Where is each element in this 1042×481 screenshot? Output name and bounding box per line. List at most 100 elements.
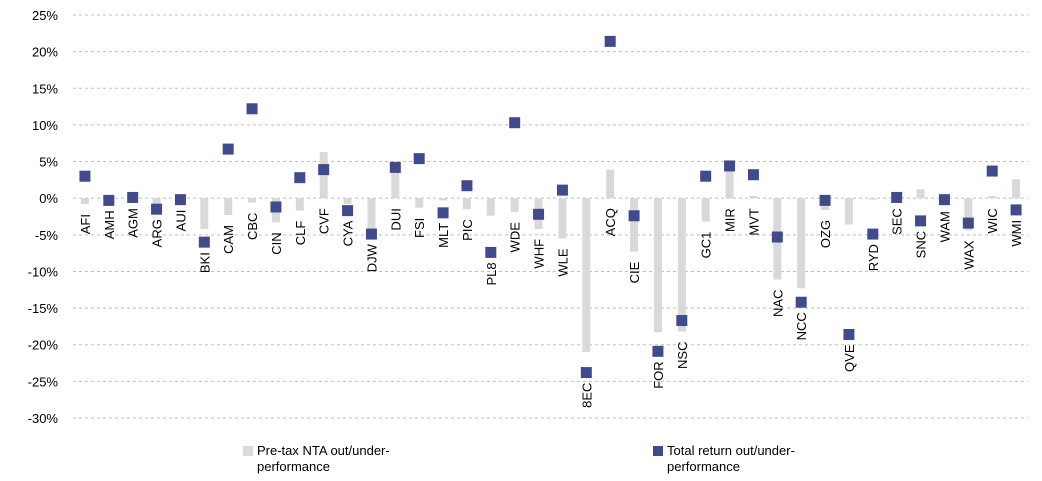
x-tick-label: SEC (890, 208, 905, 235)
x-tick-label: FSI (412, 218, 427, 238)
point (1010, 204, 1022, 216)
y-tick-label: -10% (28, 264, 59, 279)
y-tick-label: 25% (32, 8, 58, 23)
bar (582, 198, 591, 353)
x-tick-label: WMI (1009, 220, 1024, 247)
x-tick-label: CLF (293, 221, 308, 246)
x-tick-label: CYA (341, 220, 356, 246)
bar (653, 198, 662, 333)
x-tick-label: ARG (150, 219, 165, 247)
x-tick-label: PL8 (484, 262, 499, 285)
point (294, 172, 306, 184)
point (795, 296, 807, 308)
x-tick-label: MIR (723, 208, 738, 232)
x-tick-label: PIC (460, 219, 475, 241)
point (174, 194, 186, 206)
y-tick-label: 5% (39, 155, 58, 170)
bar (1012, 179, 1021, 199)
x-tick-label: WAM (937, 211, 952, 242)
point (485, 246, 497, 258)
bar (248, 198, 257, 203)
bar (844, 198, 853, 225)
x-tick-label: DUI (388, 208, 403, 230)
bar (606, 169, 615, 199)
x-tick-label: CVF (317, 208, 332, 234)
point (389, 161, 401, 173)
x-tick-label: MLT (436, 223, 451, 248)
point (819, 194, 831, 206)
y-tick-label: -5% (35, 228, 59, 243)
x-tick-label: CIN (269, 232, 284, 254)
y-tick-label: -30% (28, 411, 59, 426)
y-tick-label: 20% (32, 45, 58, 60)
point (198, 236, 210, 248)
legend-label: Pre-tax NTA out/under-performance (257, 443, 390, 474)
x-tick-label: RYD (866, 244, 881, 271)
x-tick-label: WAX (961, 240, 976, 269)
point (437, 207, 449, 219)
x-tick-label: CBC (245, 213, 260, 240)
point (270, 201, 282, 213)
y-tick-label: 10% (32, 118, 58, 133)
point (724, 160, 736, 172)
point (79, 170, 91, 182)
bar (295, 198, 304, 211)
point (318, 164, 330, 176)
bar (797, 198, 806, 289)
bar (343, 198, 352, 205)
point (771, 231, 783, 243)
bar (988, 195, 997, 199)
point (246, 103, 258, 115)
point (604, 35, 616, 47)
legend-label: Total return out/under-performance (667, 443, 795, 474)
point (222, 143, 234, 155)
bar (200, 198, 209, 229)
x-tick-label: MVT (746, 208, 761, 236)
point (843, 328, 855, 340)
point (509, 117, 521, 129)
x-tick-label: OZG (818, 220, 833, 248)
x-tick-label: CIE (627, 261, 642, 283)
bar (367, 198, 376, 232)
x-tick-label: NAC (770, 290, 785, 317)
bar (916, 189, 925, 199)
point (342, 205, 354, 217)
point (103, 194, 115, 206)
x-tick-label: WDE (508, 222, 523, 253)
bar (964, 198, 973, 231)
point (580, 367, 592, 379)
x-tick-label: NSC (675, 342, 690, 369)
point (533, 208, 545, 220)
x-tick-label: WHF (532, 239, 547, 269)
y-tick-label: -20% (28, 338, 59, 353)
bar (725, 171, 734, 199)
point (127, 191, 139, 203)
x-tick-label: WIC (985, 208, 1000, 233)
point (413, 153, 425, 165)
point (676, 315, 688, 327)
point (365, 228, 377, 240)
bar (677, 198, 686, 332)
bar (462, 198, 471, 210)
bar (868, 198, 877, 200)
point (628, 210, 640, 222)
legend-swatch (653, 446, 663, 456)
x-tick-label: QVE (842, 344, 857, 372)
point (867, 228, 879, 240)
y-tick-label: 0% (39, 191, 58, 206)
x-tick-label: NCC (794, 312, 809, 340)
point (938, 194, 950, 206)
x-tick-label: DJW (364, 243, 379, 272)
point (962, 217, 974, 229)
x-tick-label: AUI (173, 210, 188, 232)
x-tick-label: SNC (914, 231, 929, 258)
bar (749, 195, 758, 199)
point (747, 169, 759, 181)
x-tick-label: GC1 (699, 232, 714, 259)
bar (439, 198, 448, 201)
point (700, 170, 712, 182)
x-tick-label: 8EC (579, 383, 594, 408)
point (151, 203, 163, 215)
x-tick-label: AMH (102, 210, 117, 239)
